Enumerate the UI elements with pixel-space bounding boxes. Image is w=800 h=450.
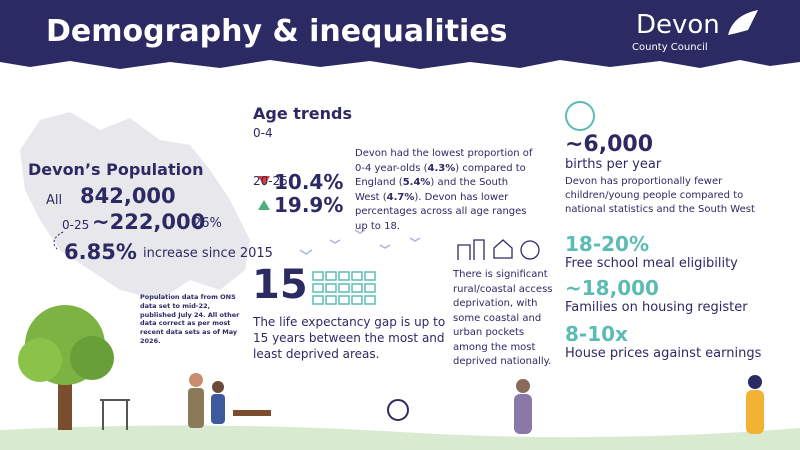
text: Devon had the lowest proportion of 0-4 y… bbox=[355, 148, 533, 174]
age-group-label: 20-25 bbox=[253, 174, 288, 188]
text: ). Devon has lower percentages across al… bbox=[355, 191, 527, 232]
people-icon-grid bbox=[312, 271, 376, 305]
stat-label: House prices against earnings bbox=[565, 346, 762, 361]
population-label: All bbox=[46, 193, 63, 208]
births-text: Devon has proportionally fewer children/… bbox=[565, 176, 755, 215]
population-share: 26% bbox=[193, 216, 222, 231]
logo-subtitle: County Council bbox=[632, 42, 708, 53]
increase-text: increase since 2015 bbox=[143, 246, 273, 261]
deprivation-text: There is significant rural/coastal acces… bbox=[453, 269, 553, 367]
swing bbox=[100, 399, 130, 430]
person bbox=[211, 394, 225, 424]
age-group-value: 19.9% bbox=[274, 193, 344, 217]
text-bold: 4.7% bbox=[386, 191, 415, 203]
population-label: 0-25 bbox=[62, 218, 90, 232]
bench bbox=[233, 410, 271, 416]
tree-crown bbox=[18, 338, 62, 382]
devon-map bbox=[20, 112, 250, 300]
text-bold: 5.4% bbox=[402, 177, 431, 188]
population-title: Devon’s Population bbox=[28, 160, 204, 179]
connector bbox=[53, 231, 64, 251]
life-gap-text: The life expectancy gap is up to 15 year… bbox=[253, 315, 446, 362]
stat-label: Families on housing register bbox=[565, 300, 748, 315]
person bbox=[516, 379, 530, 393]
text: ) compared to England ( bbox=[355, 162, 526, 189]
increase-value: 6.85% bbox=[64, 240, 137, 264]
births-value: ~6,000 bbox=[565, 132, 654, 157]
down-triangle bbox=[258, 176, 270, 186]
stat-value: ~18,000 bbox=[565, 276, 659, 300]
ground bbox=[0, 425, 800, 450]
logo-leaf bbox=[728, 10, 758, 35]
up-triangle bbox=[258, 200, 270, 210]
wheelchair bbox=[387, 399, 409, 421]
age-trends-title: Age trends bbox=[253, 104, 353, 123]
population-value: 842,000 bbox=[80, 184, 176, 208]
deprivation-icons bbox=[457, 239, 540, 260]
person bbox=[514, 394, 532, 434]
baby-icon bbox=[565, 101, 595, 131]
person bbox=[189, 373, 203, 387]
person bbox=[746, 390, 764, 434]
age-group-value: 10.4% bbox=[274, 170, 344, 194]
population-value: ~222,000 bbox=[92, 210, 206, 234]
page-title: Demography & inequalities bbox=[46, 14, 508, 49]
age-group-label: 0-4 bbox=[253, 126, 273, 140]
stat-value: 18-20% bbox=[565, 232, 650, 256]
person bbox=[212, 381, 224, 393]
life-gap-value: 15 bbox=[252, 262, 308, 308]
tree-crown bbox=[70, 336, 114, 380]
text-bold: 4.3% bbox=[427, 162, 456, 174]
births-label: births per year bbox=[565, 157, 662, 172]
person bbox=[748, 375, 762, 389]
person bbox=[188, 388, 204, 428]
stat-label: Free school meal eligibility bbox=[565, 256, 738, 271]
birds bbox=[299, 229, 421, 255]
stat-value: 8-10x bbox=[565, 322, 628, 346]
source-note: Population data from ONS data set to mid… bbox=[140, 293, 240, 345]
logo-name: Devon bbox=[636, 10, 720, 40]
header-band bbox=[0, 0, 800, 69]
age-description: Devon had the lowest proportion of 0-4 y… bbox=[355, 147, 535, 234]
text: ) and the South West ( bbox=[355, 177, 509, 203]
